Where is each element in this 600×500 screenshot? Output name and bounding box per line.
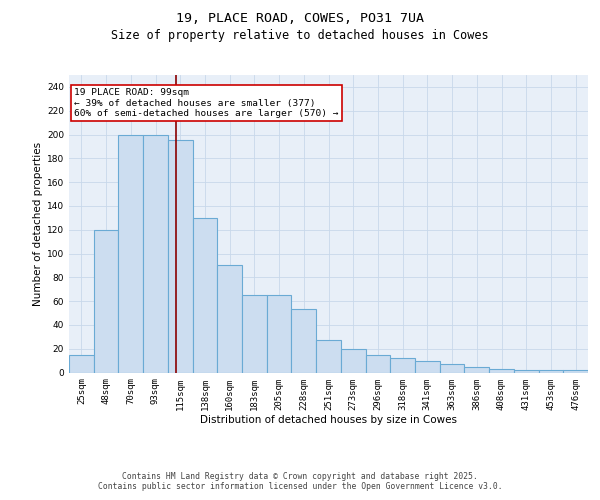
Bar: [118, 134, 143, 372]
Bar: [464, 366, 489, 372]
Bar: [440, 364, 464, 372]
Text: 19 PLACE ROAD: 99sqm
← 39% of detached houses are smaller (377)
60% of semi-deta: 19 PLACE ROAD: 99sqm ← 39% of detached h…: [74, 88, 338, 118]
Bar: [365, 354, 390, 372]
Bar: [341, 348, 365, 372]
Bar: [316, 340, 341, 372]
Bar: [539, 370, 563, 372]
Bar: [94, 230, 118, 372]
Bar: [267, 295, 292, 372]
Bar: [193, 218, 217, 372]
X-axis label: Distribution of detached houses by size in Cowes: Distribution of detached houses by size …: [200, 415, 457, 425]
Text: 19, PLACE ROAD, COWES, PO31 7UA: 19, PLACE ROAD, COWES, PO31 7UA: [176, 12, 424, 26]
Bar: [143, 134, 168, 372]
Bar: [390, 358, 415, 372]
Bar: [217, 266, 242, 372]
Bar: [415, 360, 440, 372]
Bar: [489, 369, 514, 372]
Bar: [69, 354, 94, 372]
Bar: [563, 370, 588, 372]
Text: Size of property relative to detached houses in Cowes: Size of property relative to detached ho…: [111, 29, 489, 42]
Text: Contains HM Land Registry data © Crown copyright and database right 2025.
Contai: Contains HM Land Registry data © Crown c…: [98, 472, 502, 491]
Y-axis label: Number of detached properties: Number of detached properties: [33, 142, 43, 306]
Bar: [514, 370, 539, 372]
Bar: [292, 310, 316, 372]
Bar: [168, 140, 193, 372]
Bar: [242, 295, 267, 372]
